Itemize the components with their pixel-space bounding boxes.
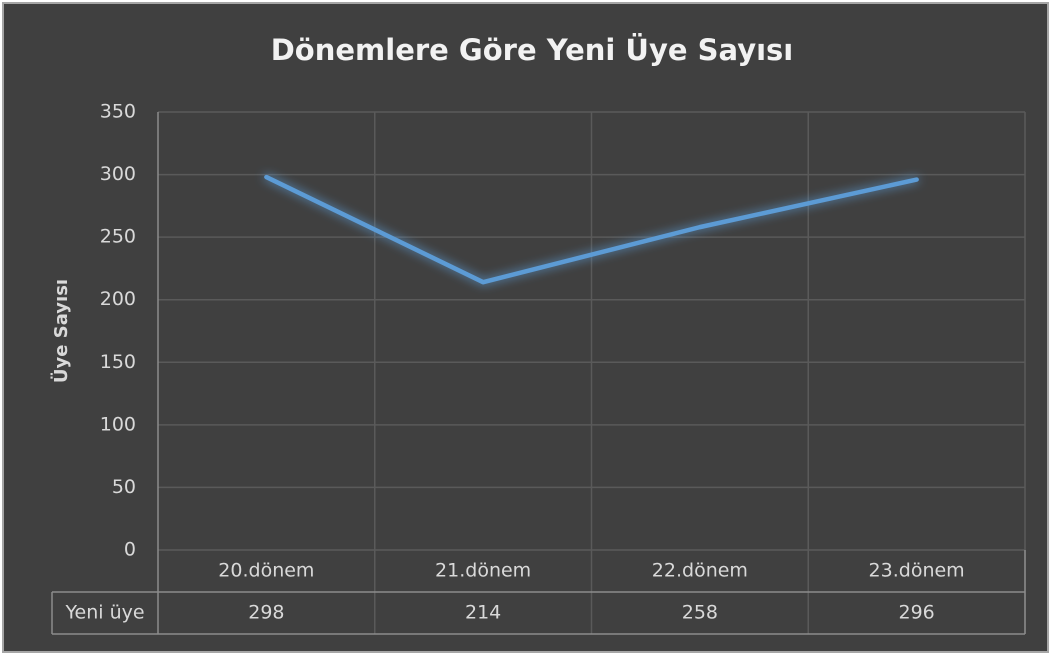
table-value: 214 <box>465 602 501 624</box>
x-tick-label: 21.dönem <box>435 560 531 582</box>
x-tick-label: 20.dönem <box>218 560 314 582</box>
y-tick-label: 0 <box>124 539 136 561</box>
x-tick-label: 23.dönem <box>869 560 965 582</box>
y-tick-label: 100 <box>100 413 136 435</box>
y-tick-label: 300 <box>100 163 136 185</box>
y-tick-label: 50 <box>112 476 136 498</box>
data-line <box>264 174 919 285</box>
x-tick-label: 22.dönem <box>652 560 748 582</box>
y-tick-label: 200 <box>100 288 136 310</box>
table-value: 258 <box>682 602 718 624</box>
table-series-name: Yeni üye <box>64 602 144 624</box>
y-tick-label: 250 <box>100 226 136 248</box>
table-value: 298 <box>248 602 284 624</box>
chart-title: Dönemlere Göre Yeni Üye Sayısı <box>271 33 794 67</box>
y-tick-label: 350 <box>100 101 136 123</box>
y-axis-label: Üye Sayısı <box>50 279 72 383</box>
table-value: 296 <box>898 602 934 624</box>
y-tick-label: 150 <box>100 351 136 373</box>
